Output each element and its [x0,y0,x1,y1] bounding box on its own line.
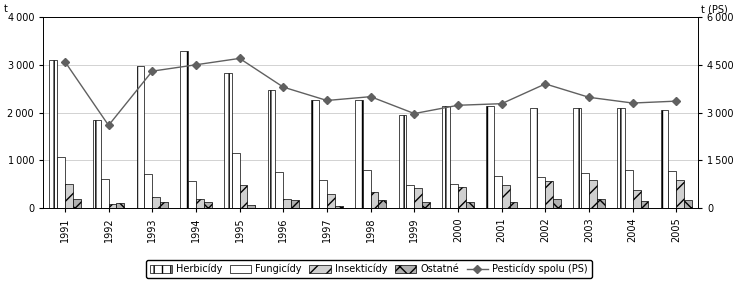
Bar [407,185,414,208]
Line: Pesticídy spolu (PS): Pesticídy spolu (PS) [62,56,679,128]
Pesticídy spolu (PS) [672,99,680,103]
Pesticídy spolu (PS) [279,85,288,89]
Bar [311,100,319,208]
Pesticídy spolu (PS) [148,69,156,73]
Bar [335,206,342,208]
Pesticídy spolu (PS) [104,124,113,127]
Pesticídy spolu (PS) [541,82,550,85]
Bar [240,185,247,208]
Bar [466,202,474,208]
Bar [247,205,255,208]
Pesticídy spolu (PS) [191,63,200,67]
Legend: Herbicídy, Fungicídy, Insekticídy, Ostatné, Pesticídy spolu (PS): Herbicídy, Fungicídy, Insekticídy, Ostat… [146,260,592,278]
Bar [414,188,422,208]
Bar [224,73,232,208]
Pesticídy spolu (PS) [366,95,375,98]
Bar [509,201,517,208]
Bar [49,60,57,208]
Bar [160,202,168,208]
Bar [537,177,545,208]
Bar [458,187,466,208]
Bar [232,153,240,208]
Bar [145,174,152,208]
Bar [486,106,494,208]
Bar [180,52,188,208]
Bar [93,120,100,208]
Bar [632,190,641,208]
Bar [641,201,649,208]
Text: t (PS): t (PS) [701,4,728,14]
Bar [319,180,327,208]
Bar [661,110,669,208]
Bar [669,171,676,208]
Pesticídy spolu (PS) [323,99,331,102]
Bar [73,199,80,208]
Bar [545,181,554,208]
Bar [268,90,275,208]
Bar [152,197,160,208]
Bar [617,108,625,208]
Bar [327,194,335,208]
Bar [355,100,363,208]
Bar [597,199,604,208]
Pesticídy spolu (PS) [497,102,506,105]
Bar [108,204,117,208]
Bar [65,184,73,208]
Bar [530,108,537,208]
Bar [422,202,430,208]
Bar [442,106,450,208]
Bar [188,181,196,208]
Pesticídy spolu (PS) [628,101,637,105]
Bar [554,199,561,208]
Bar [502,185,509,208]
Text: t: t [4,4,8,14]
Pesticídy spolu (PS) [454,104,463,107]
Bar [57,156,65,208]
Bar [450,184,458,208]
Bar [379,200,386,208]
Bar [196,199,204,208]
Bar [494,176,502,208]
Bar [204,202,212,208]
Bar [676,180,684,208]
Pesticídy spolu (PS) [584,96,593,99]
Bar [275,172,283,208]
Bar [291,200,299,208]
Pesticídy spolu (PS) [61,60,69,63]
Bar [573,108,581,208]
Bar [137,66,145,208]
Bar [100,179,108,208]
Bar [684,200,692,208]
Bar [370,192,379,208]
Bar [589,180,597,208]
Pesticídy spolu (PS) [235,57,244,60]
Bar [283,199,291,208]
Bar [363,170,370,208]
Bar [117,203,124,208]
Bar [399,115,407,208]
Pesticídy spolu (PS) [410,112,418,115]
Bar [625,170,632,208]
Bar [581,173,589,208]
